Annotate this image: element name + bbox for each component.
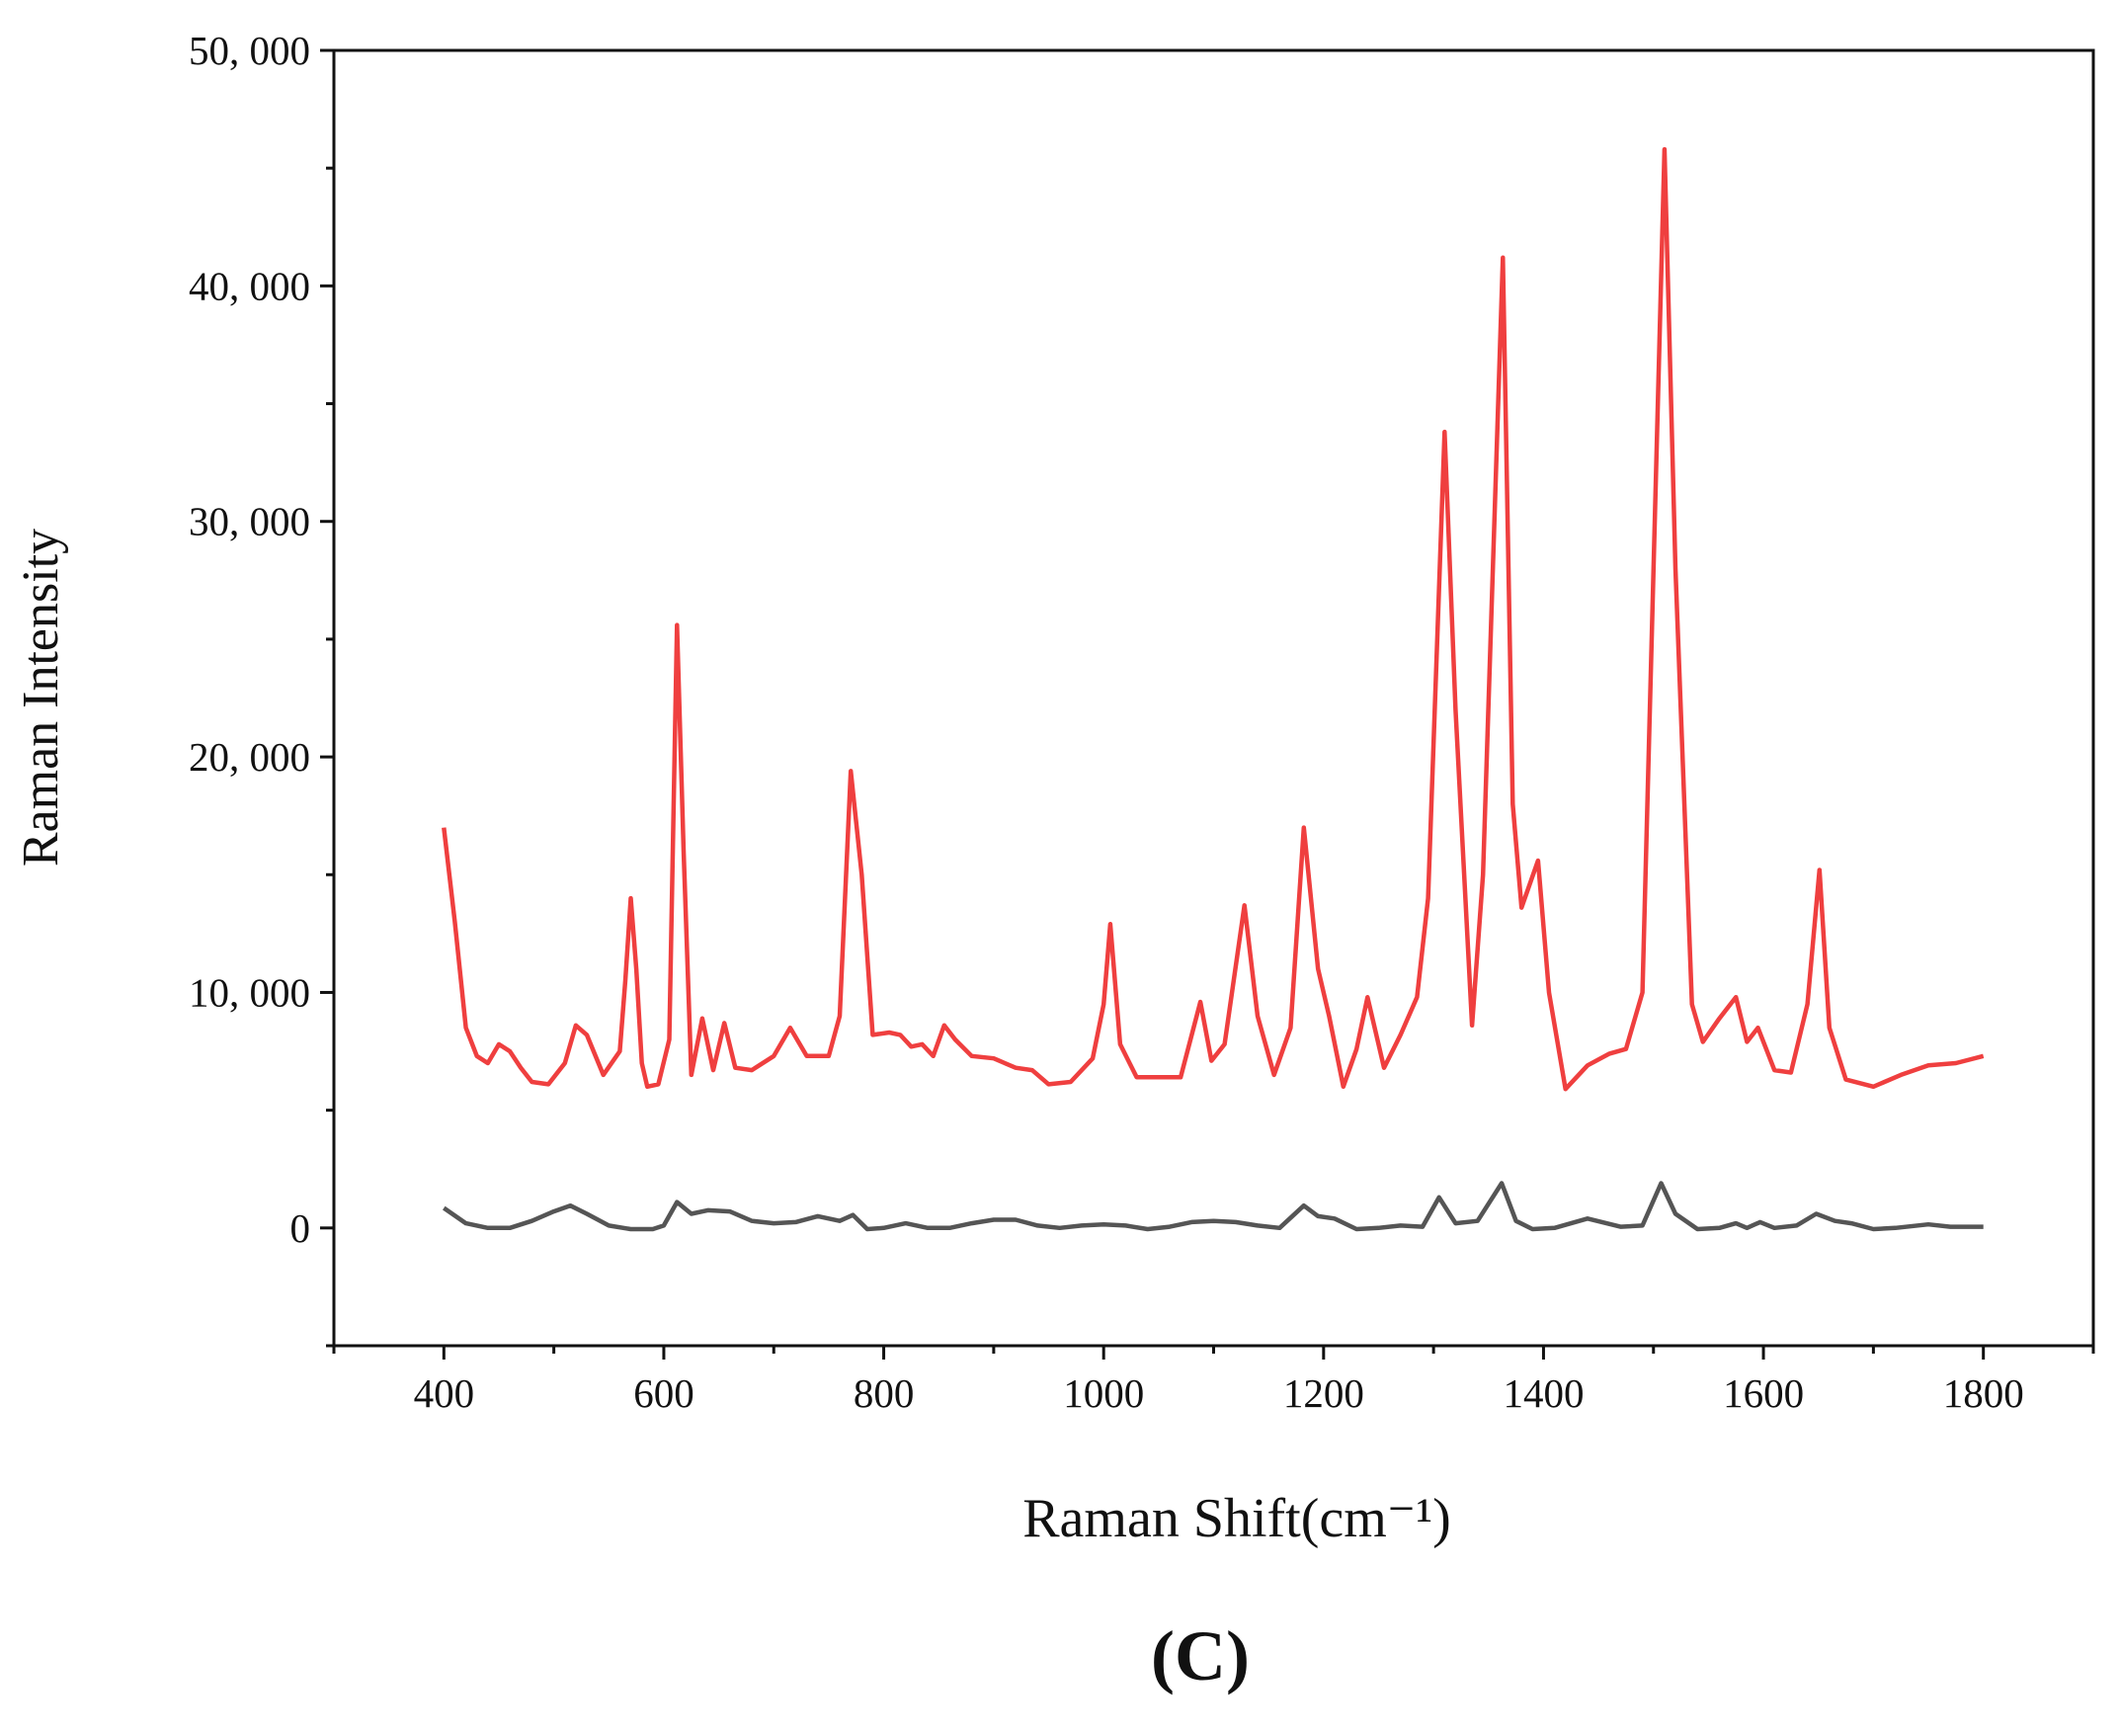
x-tick-label: 1000 bbox=[1063, 1370, 1144, 1416]
y-tick-label: 40, 000 bbox=[189, 263, 310, 308]
y-tick-label: 30, 000 bbox=[189, 499, 310, 544]
x-tick-label: 1800 bbox=[1943, 1370, 2024, 1416]
y-axis-label: Raman Intensity bbox=[13, 529, 69, 867]
x-tick-label: 1400 bbox=[1503, 1370, 1584, 1416]
spectrum-line bbox=[443, 1181, 1984, 1232]
panel-label: (C) bbox=[1151, 1616, 1250, 1695]
x-tick-label: 1200 bbox=[1283, 1370, 1364, 1416]
y-tick-label: 0 bbox=[290, 1205, 311, 1251]
y-tick-label: 20, 000 bbox=[189, 734, 310, 780]
x-tick-label: 800 bbox=[854, 1370, 915, 1416]
x-tick-label: 400 bbox=[414, 1370, 475, 1416]
x-tick-label: 1600 bbox=[1723, 1370, 1804, 1416]
y-tick-label: 50, 000 bbox=[189, 28, 310, 73]
x-axis-label: Raman Shift(cm⁻¹) bbox=[1022, 1488, 1451, 1549]
plot-frame bbox=[332, 48, 2095, 1348]
spectrum-line bbox=[442, 146, 1985, 1092]
y-tick-label: 10, 000 bbox=[189, 969, 310, 1015]
x-tick-label: 600 bbox=[633, 1370, 694, 1416]
